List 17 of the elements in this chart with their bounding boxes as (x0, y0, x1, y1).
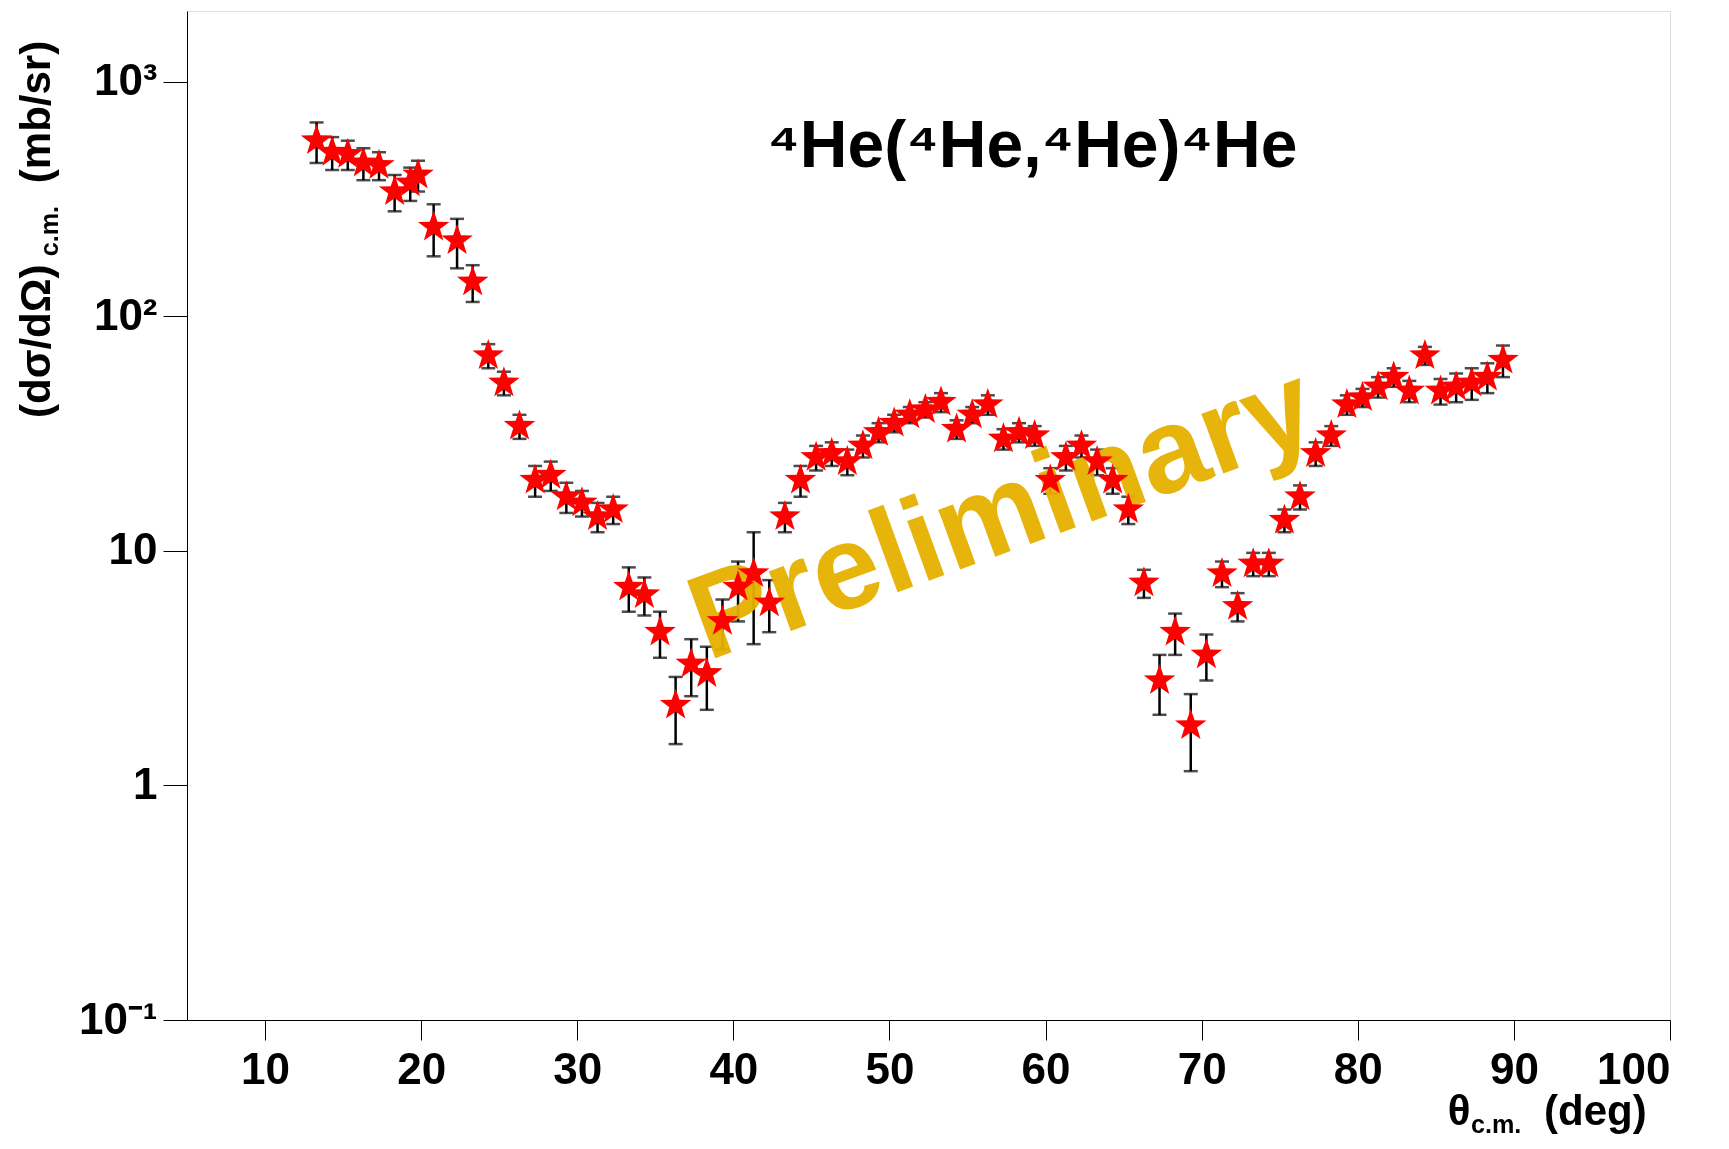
x-tick-label: 20 (397, 1043, 447, 1093)
y-tick-label: 10 (108, 524, 158, 574)
x-tick-label: 10 (241, 1043, 291, 1093)
x-tick-label: 90 (1489, 1043, 1539, 1093)
x-tick-label: 70 (1177, 1043, 1227, 1093)
text: ⁴He(⁴He,⁴He)⁴He (767, 107, 1298, 182)
y-tick-label: 10² (93, 289, 158, 339)
y-tick-label: 10³ (93, 55, 158, 105)
x-tick-label: 40 (709, 1043, 759, 1093)
x-tick-label: 100 (1597, 1043, 1671, 1093)
y-tick-label: 10⁻¹ (78, 993, 158, 1043)
x-tick-label: 30 (553, 1043, 603, 1093)
y-axis-title: (dσ/dΩ)c.m. (mb/sr) (12, 40, 63, 418)
x-tick-label: 50 (865, 1043, 915, 1093)
y-tick-label: 1 (133, 758, 158, 808)
x-tick-label: 60 (1021, 1043, 1071, 1093)
x-tick-label: 80 (1333, 1043, 1383, 1093)
